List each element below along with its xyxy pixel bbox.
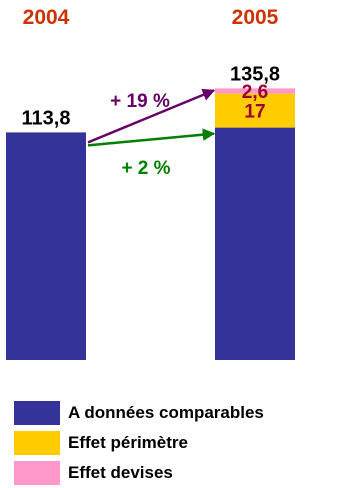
legend-item-comparable: A données comparables [14,398,264,428]
legend-label-devises: Effet devises [68,463,173,482]
growth-label-comparable: + 2 % [121,158,170,179]
legend-item-perimetre: Effet périmètre [14,428,264,458]
legend-swatch-comparable [14,401,60,425]
bar-2005-devises [215,88,295,94]
total-label-2005: 135,8 [230,63,280,85]
legend-swatch-devises [14,461,60,485]
growth-arrow-total [87,88,216,144]
growth-arrow-comparable [87,128,216,147]
legend: A données comparables Effet périmètre Ef… [14,398,264,488]
legend-label-comparable: A données comparables [68,403,264,422]
total-label-2004: 113,8 [22,107,71,129]
chart: 2004 113,8 2005 135,8 172,6 + 19 % + 2 % [6,6,295,360]
bar-2004-comparable [6,132,86,360]
segment-label-perimetre: 17 [244,102,265,123]
segment-label-devises: 2,6 [242,82,268,103]
legend-swatch-perimetre [14,431,60,455]
legend-item-devises: Effet devises [14,458,264,488]
legend-label-perimetre: Effet périmètre [68,433,188,452]
bar-2005-perimetre [215,93,295,128]
growth-label-total: + 19 % [110,91,170,112]
bar-2005-comparable [215,127,295,360]
year-label-2004: 2004 [23,6,70,29]
year-label-2005: 2005 [232,6,279,29]
